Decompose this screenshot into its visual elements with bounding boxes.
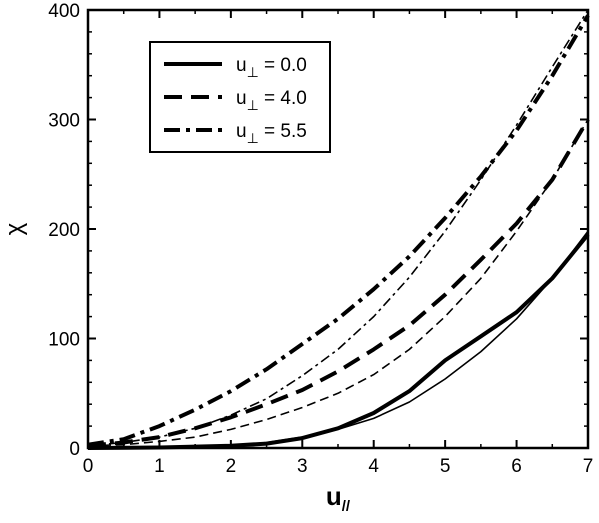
x-tick-label: 5 bbox=[440, 456, 451, 477]
x-axis-title-main: u bbox=[326, 481, 342, 511]
x-axis-title: u// bbox=[326, 481, 351, 515]
legend: u⊥ = 0.0 u⊥ = 4.0 u⊥ = 5.5 bbox=[149, 41, 331, 153]
x-tick-label: 6 bbox=[511, 456, 522, 477]
x-tick-label: 2 bbox=[226, 456, 237, 477]
y-tick-label: 0 bbox=[69, 439, 80, 460]
x-tick-label: 3 bbox=[297, 456, 308, 477]
y-tick-label: 300 bbox=[48, 111, 80, 132]
y-tick-label: 400 bbox=[48, 1, 80, 22]
series-line-dashed-thin bbox=[87, 119, 589, 447]
legend-label: u⊥ = 4.0 bbox=[236, 88, 307, 113]
series-line-dashdot-thick bbox=[87, 14, 590, 447]
x-tick-label: 1 bbox=[154, 456, 165, 477]
legend-label: u⊥ = 5.5 bbox=[236, 121, 307, 146]
axes-layer: 0 1 2 3 4 5 6 7 0 100 200 300 400 bbox=[48, 1, 593, 477]
y-tick-label: 200 bbox=[48, 220, 80, 241]
y-tick-label: 100 bbox=[48, 330, 80, 351]
legend-label: u⊥ = 0.0 bbox=[236, 55, 307, 80]
x-tick-label: 4 bbox=[368, 456, 379, 477]
series-line-dashdot-thin bbox=[87, 9, 589, 447]
legend-item: u⊥ = 5.5 bbox=[164, 121, 307, 146]
x-tick-label: 7 bbox=[583, 456, 594, 477]
legend-item: u⊥ = 4.0 bbox=[164, 88, 307, 113]
legend-item: u⊥ = 0.0 bbox=[164, 55, 307, 80]
y-axis-title: χ bbox=[1, 222, 28, 235]
x-tick-label: 0 bbox=[83, 456, 94, 477]
x-axis-title-subscript: // bbox=[342, 498, 351, 515]
